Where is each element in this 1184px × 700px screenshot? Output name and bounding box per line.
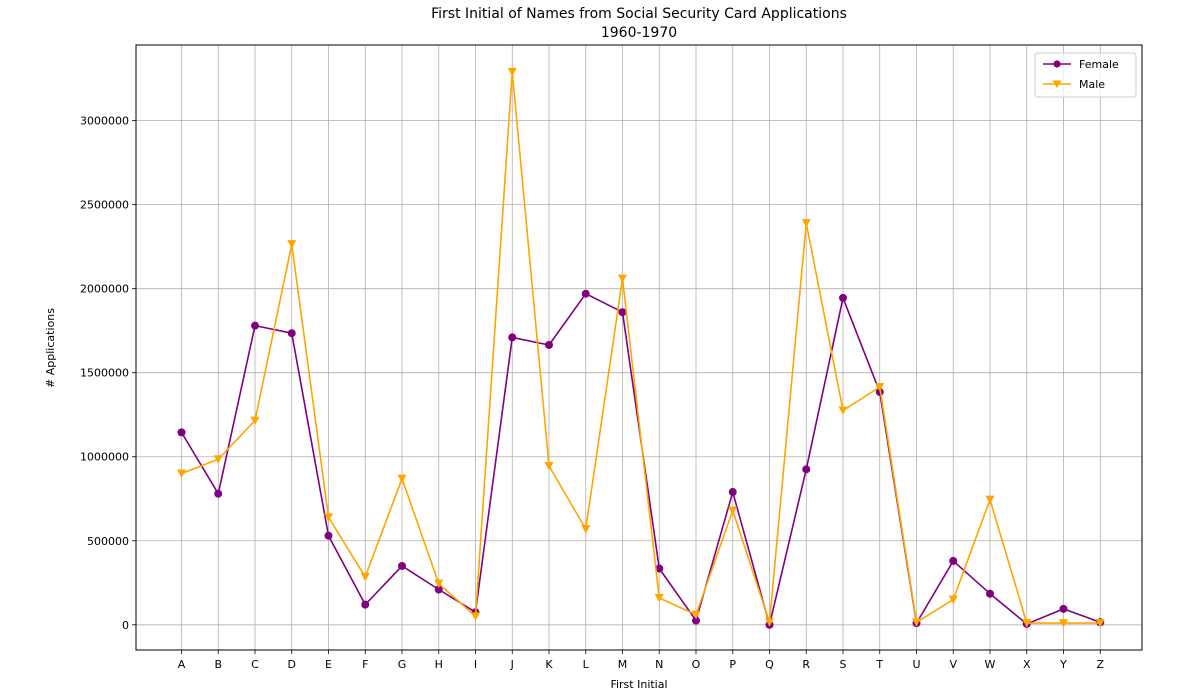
data-point-female bbox=[802, 465, 811, 474]
x-tick-label: O bbox=[692, 658, 701, 671]
x-tick-label: S bbox=[840, 658, 847, 671]
data-point-male bbox=[434, 579, 444, 589]
data-point-male bbox=[581, 525, 591, 534]
data-point-female bbox=[839, 293, 847, 302]
data-point-male bbox=[765, 618, 774, 627]
legend-label-male: Male bbox=[1079, 78, 1105, 91]
data-point-male bbox=[838, 406, 848, 416]
x-tick-label: B bbox=[214, 658, 222, 671]
data-point-male bbox=[397, 474, 407, 484]
data-point-female bbox=[728, 488, 737, 497]
data-point-male bbox=[360, 572, 370, 582]
x-tick-label: J bbox=[510, 658, 514, 671]
series-line-male bbox=[181, 71, 1101, 624]
x-tick-label: U bbox=[912, 658, 920, 671]
x-tick-label: H bbox=[435, 658, 443, 671]
data-point-male bbox=[507, 67, 517, 77]
axis-ticks: A B C D E F G H I J K L M N O P Q R S T U V W X Y Z 0 500000 1000000… bbox=[80, 115, 1104, 671]
y-axis-label: # Applications bbox=[44, 308, 57, 388]
x-tick-label: I bbox=[474, 658, 477, 671]
data-point-male bbox=[177, 469, 186, 479]
legend-female-marker bbox=[1053, 60, 1061, 68]
data-point-male bbox=[471, 612, 480, 621]
y-tick-label: 1500000 bbox=[80, 367, 129, 380]
data-point-female bbox=[177, 428, 186, 437]
data-point-female bbox=[692, 616, 700, 625]
data-point-female bbox=[287, 329, 296, 338]
data-point-female bbox=[986, 589, 994, 598]
data-point-female bbox=[324, 531, 333, 540]
x-tick-label: D bbox=[288, 658, 296, 671]
y-tick-label: 2500000 bbox=[80, 199, 129, 212]
data-point-male bbox=[544, 461, 554, 471]
x-tick-label: C bbox=[251, 658, 259, 671]
data-point-male bbox=[912, 618, 921, 627]
y-tick-label: 3000000 bbox=[80, 115, 129, 128]
plot-frame bbox=[135, 44, 1143, 651]
x-tick-label: T bbox=[875, 658, 883, 671]
data-point-female bbox=[508, 333, 517, 342]
chart-title: First Initial of Names from Social Secur… bbox=[431, 6, 847, 22]
data-point-female bbox=[618, 308, 627, 317]
data-point-male bbox=[250, 416, 260, 426]
x-tick-label: Q bbox=[765, 658, 774, 671]
y-tick-label: 500000 bbox=[87, 535, 129, 548]
data-point-female bbox=[251, 321, 259, 330]
data-point-female bbox=[434, 585, 443, 594]
data-point-male bbox=[287, 240, 297, 249]
x-tick-label: V bbox=[949, 658, 957, 671]
grid bbox=[136, 45, 1142, 650]
data-point-female bbox=[949, 556, 958, 565]
y-tick-label: 0 bbox=[122, 619, 129, 632]
data-point-male bbox=[985, 495, 995, 505]
data-point-female bbox=[1059, 604, 1068, 613]
data-point-male bbox=[1095, 619, 1105, 628]
x-tick-label: L bbox=[583, 658, 590, 671]
legend-male-marker bbox=[1052, 80, 1062, 88]
series-layer bbox=[177, 67, 1105, 629]
data-point-female bbox=[398, 561, 406, 570]
x-tick-label: K bbox=[545, 658, 553, 671]
data-point-male bbox=[801, 219, 811, 228]
data-point-male bbox=[654, 593, 664, 603]
x-tick-label: E bbox=[325, 658, 332, 671]
data-point-male bbox=[948, 595, 958, 605]
data-point-male bbox=[1022, 619, 1032, 628]
data-point-male bbox=[728, 506, 738, 516]
data-point-male bbox=[691, 610, 701, 620]
x-tick-label: A bbox=[178, 658, 186, 671]
data-point-male bbox=[618, 274, 627, 284]
x-tick-label: M bbox=[618, 658, 628, 671]
legend-label-female: Female bbox=[1079, 58, 1119, 71]
y-tick-label: 1000000 bbox=[80, 451, 129, 464]
y-tick-label: 2000000 bbox=[80, 283, 129, 296]
x-tick-label: W bbox=[985, 658, 996, 671]
x-tick-label: P bbox=[729, 658, 736, 671]
data-point-female bbox=[545, 340, 553, 349]
x-tick-label: R bbox=[802, 658, 810, 671]
x-axis-label: First Initial bbox=[610, 678, 667, 691]
x-tick-label: F bbox=[362, 658, 368, 671]
data-point-female bbox=[581, 289, 590, 298]
data-point-male bbox=[213, 455, 223, 464]
data-point-male bbox=[324, 513, 333, 522]
x-tick-label: G bbox=[398, 658, 407, 671]
x-tick-label: Y bbox=[1059, 658, 1067, 671]
data-point-male bbox=[1059, 619, 1068, 628]
data-point-female bbox=[361, 600, 370, 609]
legend: Female Male bbox=[1034, 52, 1137, 98]
x-tick-label: X bbox=[1023, 658, 1031, 671]
data-point-female bbox=[214, 489, 223, 498]
x-tick-label: Z bbox=[1096, 658, 1104, 671]
data-point-male bbox=[875, 382, 885, 392]
chart-subtitle: 1960-1970 bbox=[601, 25, 677, 41]
data-point-female bbox=[655, 564, 664, 573]
x-tick-label: N bbox=[655, 658, 663, 671]
